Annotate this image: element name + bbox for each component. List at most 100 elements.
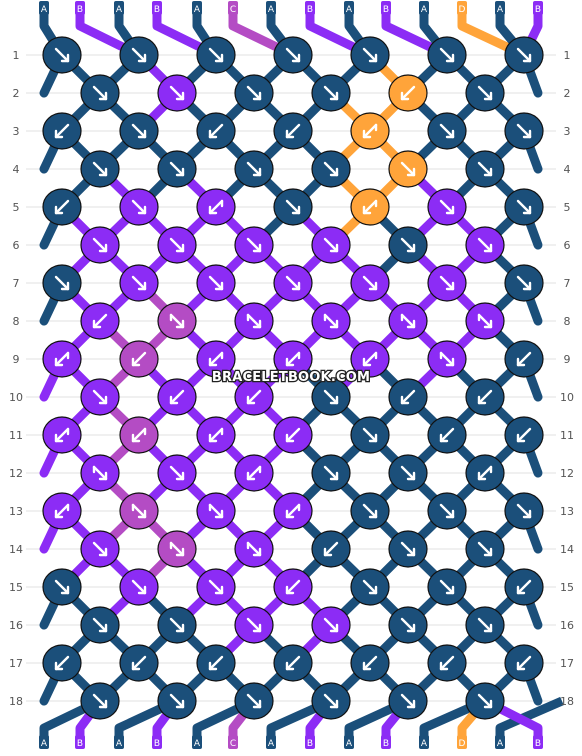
arrow-down-right-icon (131, 503, 147, 519)
arrow-down-right-icon (285, 275, 301, 291)
knot (42, 644, 82, 682)
knot (427, 36, 467, 74)
knot (157, 302, 197, 340)
bottom-thread-label: A (421, 739, 428, 749)
arrow-down-right-icon (54, 579, 70, 595)
arrow-down-right-icon (323, 85, 339, 101)
knot (311, 302, 351, 340)
thread-start (305, 14, 372, 60)
arrow-down-right-icon (285, 47, 301, 63)
knot (119, 112, 159, 150)
knot (465, 378, 505, 416)
bottom-thread-label-swatch (114, 735, 124, 749)
arrow-down-right-icon (246, 237, 262, 253)
arrow-down-right-icon (246, 617, 262, 633)
row-number-right: 17 (560, 657, 574, 670)
knot (42, 568, 82, 606)
top-thread-label-swatch (114, 1, 124, 15)
arrow-down-right-icon (169, 693, 185, 709)
arrow-down-left-icon (285, 579, 301, 595)
arrow-down-right-icon (477, 617, 493, 633)
row-number-right: 15 (560, 581, 574, 594)
bottom-thread-label-swatch (266, 735, 276, 749)
arrow-down-left-icon (131, 427, 147, 443)
arrow-down-right-icon (323, 693, 339, 709)
arrow-down-right-icon (516, 503, 532, 519)
bottom-thread-label-swatch (419, 735, 429, 749)
arrow-down-left-icon (54, 199, 70, 215)
knot (350, 644, 390, 682)
arrow-down-right-icon (208, 275, 224, 291)
arrow-down-right-icon (400, 237, 416, 253)
bottom-thread-label: A (41, 739, 48, 749)
knot (42, 36, 82, 74)
arrow-down-left-icon (400, 389, 416, 405)
arrow-down-left-icon (285, 123, 301, 139)
knot (80, 150, 120, 188)
arrow-down-right-icon (246, 161, 262, 177)
knot (388, 454, 428, 492)
row-number-left: 10 (9, 391, 23, 404)
row-number-left: 18 (9, 695, 23, 708)
arrow-down-right-icon (323, 465, 339, 481)
arrow-down-right-icon (169, 617, 185, 633)
row-number-right: 14 (560, 543, 574, 556)
arrow-down-right-icon (323, 617, 339, 633)
top-thread-label: A (116, 5, 123, 15)
arrow-down-right-icon (131, 275, 147, 291)
arrow-down-right-icon (54, 275, 70, 291)
row-number-right: 18 (560, 695, 574, 708)
arrow-down-right-icon (516, 47, 532, 63)
arrow-down-right-icon (246, 85, 262, 101)
top-thread-label: A (268, 5, 275, 15)
top-thread-label: B (535, 5, 541, 15)
row-number-right: 6 (564, 239, 571, 252)
knot (80, 530, 120, 568)
arrow-down-right-icon (362, 275, 378, 291)
row-number-left: 15 (9, 581, 23, 594)
arrow-down-right-icon (92, 465, 108, 481)
top-thread-label-swatch (75, 1, 85, 15)
arrow-down-left-icon (208, 351, 224, 367)
arrow-down-left-icon (54, 655, 70, 671)
knot (119, 36, 159, 74)
arrow-down-left-icon (362, 199, 378, 215)
arrow-down-right-icon (323, 161, 339, 177)
arrow-down-left-icon (439, 655, 455, 671)
arrow-down-left-icon (400, 85, 416, 101)
arrow-down-right-icon (246, 693, 262, 709)
knot (427, 492, 467, 530)
top-thread-label: D (459, 5, 466, 15)
arrow-down-right-icon (92, 617, 108, 633)
knot-layer (42, 36, 544, 720)
arrow-down-right-icon (208, 579, 224, 595)
arrow-down-left-icon (477, 465, 493, 481)
knot (311, 378, 351, 416)
knot (234, 378, 274, 416)
knot (157, 606, 197, 644)
thread-start (457, 14, 526, 60)
arrow-down-right-icon (477, 237, 493, 253)
arrow-down-right-icon (323, 313, 339, 329)
knot (388, 302, 428, 340)
watermark-text: BRACELETBOOK.COM (212, 370, 370, 385)
arrow-down-right-icon (169, 85, 185, 101)
knot (234, 302, 274, 340)
top-thread-label: A (194, 5, 201, 15)
knot (427, 188, 467, 226)
row-number-left: 3 (13, 125, 20, 138)
bottom-thread-label: D (459, 739, 466, 749)
knot (350, 188, 390, 226)
row-number-left: 8 (13, 315, 20, 328)
arrow-down-left-icon (362, 351, 378, 367)
arrow-down-left-icon (208, 655, 224, 671)
row-number-right: 4 (564, 163, 571, 176)
arrow-down-right-icon (131, 123, 147, 139)
arrow-down-left-icon (516, 579, 532, 595)
knot (196, 340, 236, 378)
arrow-down-left-icon (54, 123, 70, 139)
knot (465, 302, 505, 340)
row-number-right: 12 (560, 467, 574, 480)
row-number-left: 1 (13, 49, 20, 62)
